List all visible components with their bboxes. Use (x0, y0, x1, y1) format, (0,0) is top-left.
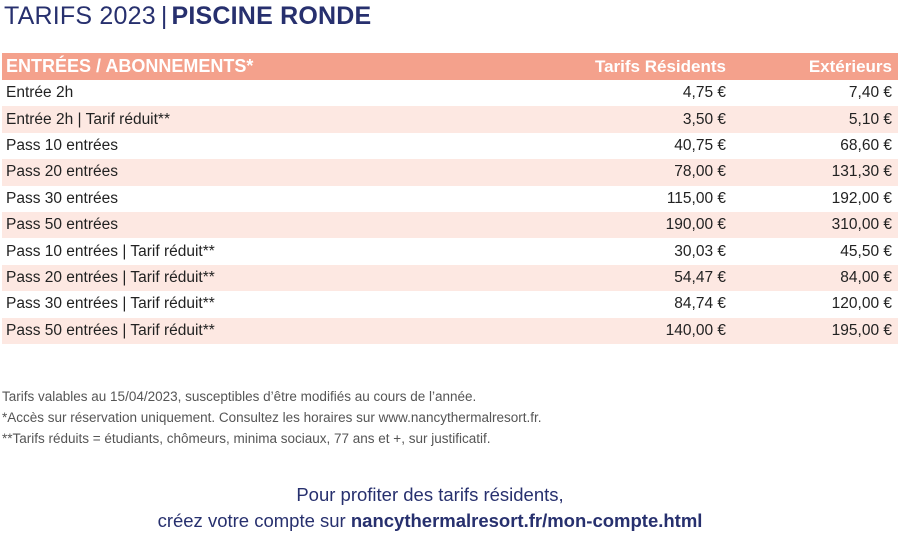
table-row: Pass 20 entrées | Tarif réduit** 54,47 €… (2, 264, 898, 292)
resident-price: 3,50 € (526, 106, 730, 133)
exterieur-price: 120,00 € (730, 291, 898, 318)
column-header-exterieurs: Extérieurs (730, 53, 898, 80)
account-link[interactable]: nancythermalresort.fr/mon-compte.html (350, 510, 703, 531)
cta-line-2-prefix: créez votre compte sur (157, 510, 346, 531)
row-label: Pass 50 entrées | Tarif réduit** (2, 317, 526, 344)
resident-price: 54,47 € (526, 264, 730, 292)
footnotes: Tarifs valables au 15/04/2023, susceptib… (2, 386, 892, 449)
exterieur-price: 131,30 € (730, 159, 898, 186)
exterieur-price: 310,00 € (730, 211, 898, 239)
table-row: Pass 20 entrées 78,00 € 131,30 € (2, 159, 898, 186)
table-row: Pass 10 entrées | Tarif réduit** 30,03 €… (2, 238, 898, 265)
validity-note: Tarifs valables au 15/04/2023, susceptib… (2, 389, 477, 404)
row-label: Pass 50 entrées (2, 211, 526, 239)
row-label: Entrée 2h | Tarif réduit** (2, 106, 526, 133)
price-table: ENTRÉES / ABONNEMENTS* Tarifs Résidents … (2, 53, 898, 344)
table-row: Entrée 2h 4,75 € 7,40 € (2, 80, 898, 107)
table-row: Pass 10 entrées 40,75 € 68,60 € (2, 132, 898, 160)
exterieur-price: 192,00 € (730, 185, 898, 212)
table-row: Pass 50 entrées | Tarif réduit** 140,00 … (2, 317, 898, 344)
exterieur-price: 5,10 € (730, 106, 898, 133)
row-label: Pass 20 entrées | Tarif réduit** (2, 264, 526, 292)
table-row: Pass 30 entrées 115,00 € 192,00 € (2, 185, 898, 212)
table-row: Entrée 2h | Tarif réduit** 3,50 € 5,10 € (2, 106, 898, 133)
resident-price: 4,75 € (526, 80, 730, 107)
resident-price: 190,00 € (526, 211, 730, 239)
table-row: Pass 50 entrées 190,00 € 310,00 € (2, 211, 898, 239)
exterieur-price: 195,00 € (730, 317, 898, 344)
row-label: Pass 10 entrées (2, 132, 526, 160)
exterieur-price: 7,40 € (730, 80, 898, 107)
exterieur-price: 84,00 € (730, 264, 898, 292)
exterieur-price: 45,50 € (730, 238, 898, 265)
exterieur-price: 68,60 € (730, 132, 898, 160)
title-main: PISCINE RONDE (171, 2, 372, 30)
resident-price: 115,00 € (526, 185, 730, 212)
title-prefix: TARIFS 2023 (4, 2, 156, 30)
row-label: Pass 10 entrées | Tarif réduit** (2, 238, 526, 265)
row-label: Pass 20 entrées (2, 159, 526, 186)
column-header-residents: Tarifs Résidents (526, 53, 730, 80)
column-header-entries: ENTRÉES / ABONNEMENTS* (2, 53, 526, 80)
row-label: Entrée 2h (2, 80, 526, 107)
resident-price: 40,75 € (526, 132, 730, 160)
resident-price: 84,74 € (526, 291, 730, 318)
reduced-rate-note: **Tarifs réduits = étudiants, chômeurs, … (2, 431, 491, 446)
resident-price: 30,03 € (526, 238, 730, 265)
resident-price: 78,00 € (526, 159, 730, 186)
table-row: Pass 30 entrées | Tarif réduit** 84,74 €… (2, 291, 898, 318)
cta-line-1: Pour profiter des tarifs résidents, (296, 484, 564, 505)
resident-price: 140,00 € (526, 317, 730, 344)
call-to-action: Pour profiter des tarifs résidents, crée… (0, 482, 860, 534)
row-label: Pass 30 entrées (2, 185, 526, 212)
title-separator: | (160, 2, 168, 30)
reservation-note: *Accès sur réservation uniquement. Consu… (2, 410, 542, 425)
cta-line-2: créez votre compte sur nancythermalresor… (0, 508, 860, 534)
page-title: TARIFS 2023 | PISCINE RONDE (4, 2, 371, 31)
row-label: Pass 30 entrées | Tarif réduit** (2, 291, 526, 318)
table-header-row: ENTRÉES / ABONNEMENTS* Tarifs Résidents … (2, 53, 898, 80)
